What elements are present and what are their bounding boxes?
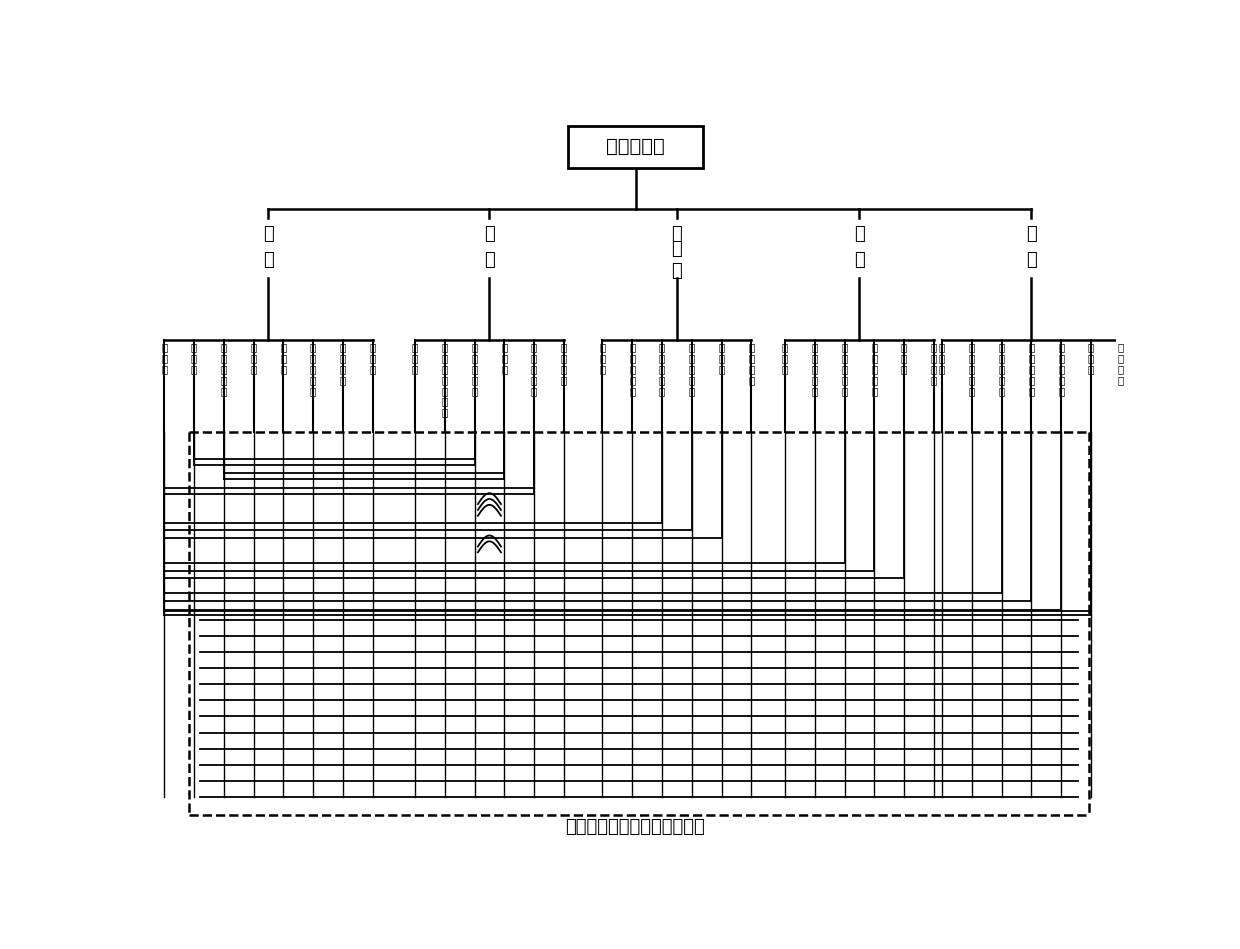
Text: 消
防
平
面
图: 消 防 平 面 图 xyxy=(812,343,818,396)
Text: 平
面
模
板
配
筋
图: 平 面 模 板 配 筋 图 xyxy=(441,343,448,418)
Text: 门
窗
表: 门 窗 表 xyxy=(370,343,376,374)
Text: 消
防
平
面
图: 消 防 平 面 图 xyxy=(629,343,635,396)
Text: 剖
面
图: 剖 面 图 xyxy=(501,343,507,374)
Text: 水
管
平
面
图: 水 管 平 面 图 xyxy=(872,343,878,396)
FancyBboxPatch shape xyxy=(568,125,703,168)
Text: 总
说
明: 总 说 明 xyxy=(781,343,789,374)
Text: 设
备
表: 设 备 表 xyxy=(718,343,724,374)
Text: 总
平
面: 总 平 面 xyxy=(191,343,197,374)
Text: 设
备
详
图: 设 备 详 图 xyxy=(748,343,754,385)
Text: 设
备
详
图: 设 备 详 图 xyxy=(931,343,937,385)
Text: 给: 给 xyxy=(671,226,682,244)
Text: 给
水
平
面
图: 给 水 平 面 图 xyxy=(658,343,665,396)
Text: 各
层
平
面
图: 各 层 平 面 图 xyxy=(221,343,227,396)
Text: 设
备
表: 设 备 表 xyxy=(901,343,908,374)
Text: 楼
梯
扶
梯
图: 楼 梯 扶 梯 图 xyxy=(310,343,316,396)
Text: 某建筑项目: 某建筑项目 xyxy=(606,138,665,157)
Text: 气: 气 xyxy=(1025,251,1037,269)
Text: 设
备
详
图: 设 备 详 图 xyxy=(1117,343,1123,385)
Text: 筑: 筑 xyxy=(263,251,274,269)
Text: 总
说
明: 总 说 明 xyxy=(161,343,167,374)
Text: 通: 通 xyxy=(854,251,864,269)
Text: 节
点
详
图: 节 点 详 图 xyxy=(340,343,346,385)
Text: 排
水
平
面
图: 排 水 平 面 图 xyxy=(688,343,694,396)
Text: 节
点
详
图: 节 点 详 图 xyxy=(560,343,567,385)
Text: 平
面
配
筋
图: 平 面 配 筋 图 xyxy=(471,343,477,396)
Text: 构: 构 xyxy=(484,251,495,269)
Text: 照
明
平
面
图: 照 明 平 面 图 xyxy=(998,343,1004,396)
Text: 设
备
表: 设 备 表 xyxy=(1087,343,1094,374)
Text: 暖: 暖 xyxy=(854,226,864,244)
Text: 总
说
明: 总 说 明 xyxy=(412,343,418,374)
Text: 不同专业图纸之间的会签关系: 不同专业图纸之间的会签关系 xyxy=(565,818,706,836)
Text: 总
说
明: 总 说 明 xyxy=(599,343,605,374)
Text: 动
力
平
面
图: 动 力 平 面 图 xyxy=(968,343,975,396)
Text: 总
说
明: 总 说 明 xyxy=(939,343,945,374)
Text: 剖
面
图: 剖 面 图 xyxy=(280,343,286,374)
Text: 电: 电 xyxy=(1025,226,1037,244)
Text: 风
管
平
面
图: 风 管 平 面 图 xyxy=(842,343,848,396)
Text: 排
水: 排 水 xyxy=(671,240,682,280)
Text: 楼
梯
扶
梯
图: 楼 梯 扶 梯 图 xyxy=(531,343,537,396)
Text: 建: 建 xyxy=(263,226,274,244)
Text: 立
面
图: 立 面 图 xyxy=(250,343,257,374)
Text: 消
防
平
面
图: 消 防 平 面 图 xyxy=(1058,343,1064,396)
Text: 防
雷
平
面
图: 防 雷 平 面 图 xyxy=(1028,343,1034,396)
Text: 结: 结 xyxy=(484,226,495,244)
